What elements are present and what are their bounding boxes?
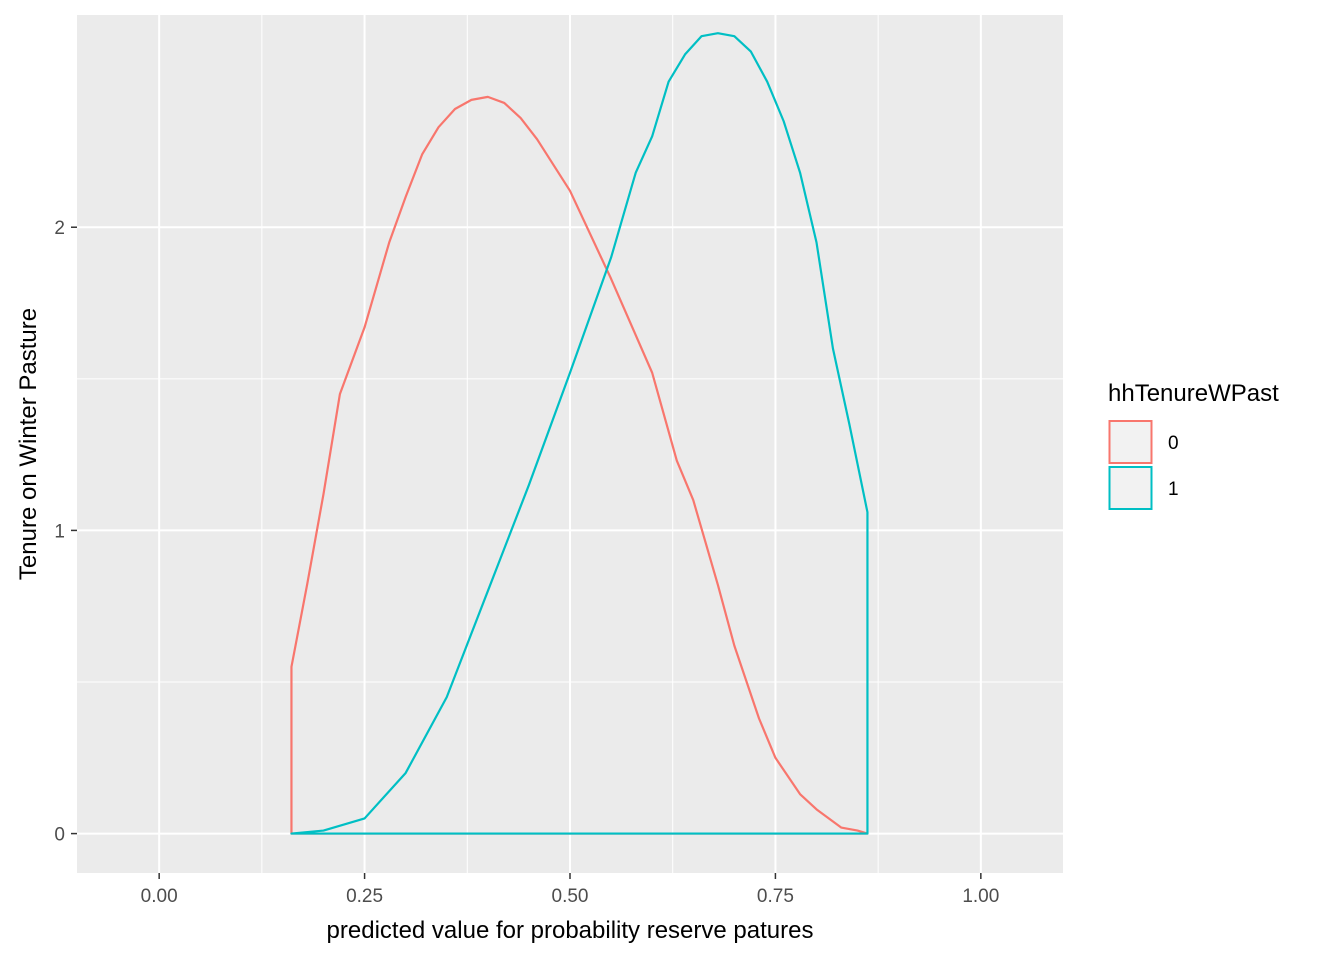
x-axis: 0.00 0.25 0.50 0.75 1.00 <box>141 873 999 907</box>
y-axis-title: Tenure on Winter Pasture <box>15 308 42 580</box>
x-tick-label: 0.25 <box>346 886 383 907</box>
legend-label-0: 0 <box>1168 433 1179 454</box>
density-curves <box>290 32 869 835</box>
density-curve-group-1 <box>290 32 869 835</box>
x-axis-title: predicted value for probability reserve … <box>327 917 814 944</box>
x-tick-label: 1.00 <box>962 886 999 907</box>
legend-title: hhTenureWPast <box>1108 380 1279 407</box>
y-tick-label: 0 <box>54 825 65 846</box>
major-gridlines <box>77 15 1063 873</box>
x-tick-label: 0.75 <box>757 886 794 907</box>
legend-key-0 <box>1108 420 1153 464</box>
legend: hhTenureWPast 01 <box>1108 380 1279 510</box>
y-axis: 0 1 2 <box>54 218 77 846</box>
legend-key-1 <box>1108 466 1153 510</box>
y-tick-label: 2 <box>54 218 65 239</box>
density-curve-group-0 <box>290 95 869 835</box>
x-tick-label: 0.50 <box>552 886 589 907</box>
y-tick-label: 1 <box>54 521 65 542</box>
legend-label-1: 1 <box>1168 479 1179 500</box>
x-tick-label: 0.00 <box>141 886 178 907</box>
legend-items: 01 <box>1108 420 1179 510</box>
